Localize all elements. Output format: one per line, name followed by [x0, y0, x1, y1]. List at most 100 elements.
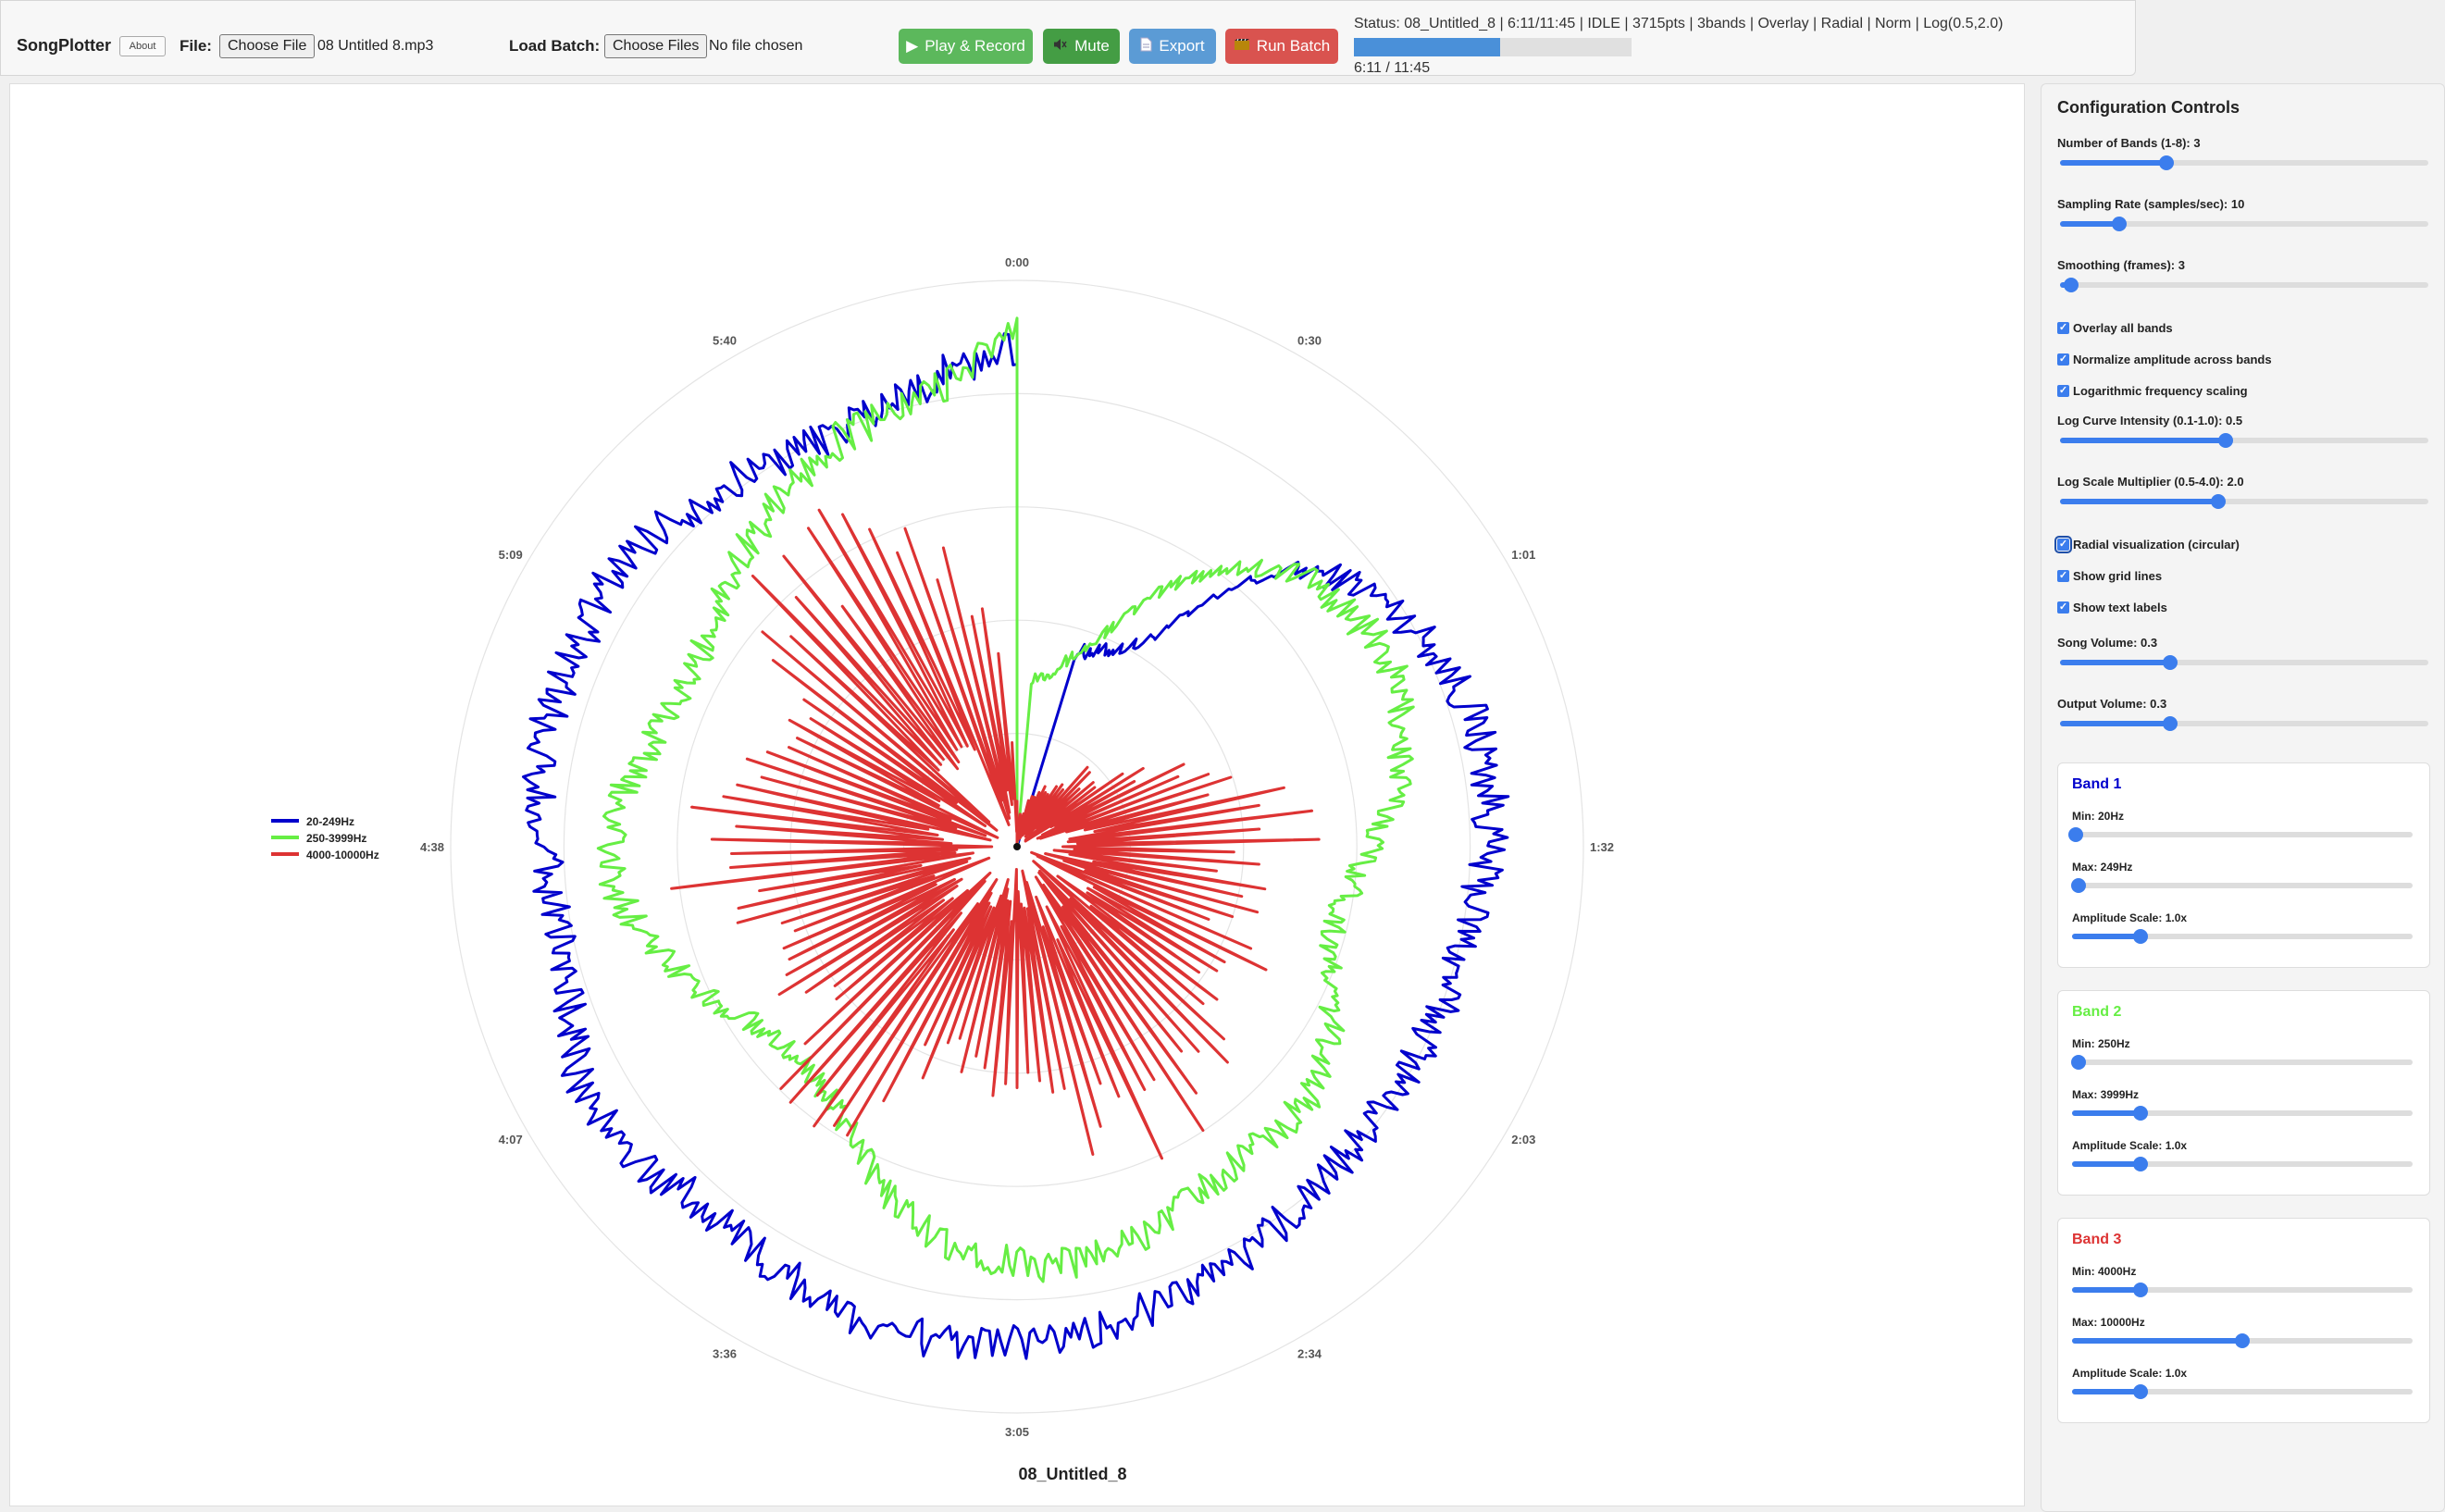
band-slider-label: Min: 250Hz — [2072, 1037, 2130, 1050]
band-slider[interactable] — [2067, 827, 2413, 842]
angle-label: 2:03 — [1511, 1133, 1535, 1146]
band-slider-label: Amplitude Scale: 1.0x — [2072, 911, 2188, 924]
config-slider[interactable] — [2060, 217, 2428, 231]
angle-label: 4:38 — [420, 840, 444, 854]
speaker-icon — [1053, 37, 1068, 56]
slider-thumb[interactable] — [2163, 716, 2178, 731]
checkbox-label: Show text labels — [2073, 601, 2167, 614]
band-slider-label: Amplitude Scale: 1.0x — [2072, 1139, 2188, 1152]
run-batch-label: Run Batch — [1256, 37, 1331, 55]
checkbox-row[interactable]: ✓ Overlay all bands — [2057, 321, 2173, 335]
progress-bar — [1354, 38, 1632, 56]
slider-thumb[interactable] — [2159, 155, 2175, 170]
config-slider[interactable] — [2060, 716, 2428, 731]
slider-label: Output Volume: 0.3 — [2057, 697, 2167, 711]
slider-thumb[interactable] — [2132, 1157, 2148, 1171]
series-line — [596, 316, 1415, 1283]
checkbox-row[interactable]: ✓ Logarithmic frequency scaling — [2057, 384, 2248, 398]
series-line — [522, 332, 1510, 1360]
status-text: Status: 08_Untitled_8 | 6:11/11:45 | IDL… — [1354, 16, 2004, 31]
band-slider[interactable] — [2072, 1283, 2413, 1297]
file-name: 08 Untitled 8.mp3 — [317, 38, 434, 54]
slider-fill — [2072, 1389, 2141, 1394]
angle-label: 5:40 — [713, 334, 737, 348]
band-slider-label: Amplitude Scale: 1.0x — [2072, 1367, 2188, 1380]
slider-label: Number of Bands (1-8): 3 — [2057, 136, 2201, 150]
slider-fill — [2060, 660, 2171, 665]
config-slider[interactable] — [2060, 433, 2428, 448]
band-card: Band 3 Min: 4000Hz Max: 10000Hz Amplitude S… — [2057, 1218, 2430, 1423]
about-button[interactable]: About — [119, 36, 166, 56]
slider-thumb[interactable] — [2235, 1333, 2250, 1348]
checkbox[interactable]: ✓ — [2057, 601, 2069, 613]
slider-thumb[interactable] — [2063, 278, 2079, 292]
slider-thumb[interactable] — [2132, 1283, 2148, 1297]
play-record-button[interactable]: ▶ Play & Record — [899, 29, 1033, 64]
slider-thumb[interactable] — [2163, 655, 2178, 670]
center-dot — [1013, 843, 1021, 850]
angle-labels: 0:00 0:30 1:01 1:32 2:03 2:34 3:05 3:36 4:07 4:38… — [420, 255, 1614, 1439]
slider-thumb[interactable] — [2067, 827, 2083, 842]
band-slider-label: Max: 249Hz — [2072, 861, 2133, 874]
play-record-label: Play & Record — [925, 37, 1025, 55]
export-button[interactable]: Export — [1129, 29, 1216, 64]
choose-file-button[interactable]: Choose File — [219, 34, 316, 58]
config-slider[interactable] — [2060, 655, 2428, 670]
angle-label: 3:36 — [713, 1346, 737, 1360]
band-slider-label: Min: 20Hz — [2072, 810, 2125, 823]
band-slider[interactable] — [2072, 1157, 2413, 1171]
choose-batch-files-button[interactable]: Choose Files — [604, 34, 708, 58]
slider-thumb[interactable] — [2132, 929, 2148, 944]
band-title: Band 3 — [2072, 1232, 2122, 1247]
slider-thumb[interactable] — [2218, 433, 2234, 448]
slider-thumb[interactable] — [2211, 494, 2227, 509]
series-line — [670, 508, 1321, 1160]
slider-thumb[interactable] — [2132, 1106, 2148, 1121]
checkbox[interactable]: ✓ — [2057, 385, 2069, 397]
band-slider[interactable] — [2072, 929, 2413, 944]
checkbox[interactable]: ✓ — [2054, 536, 2072, 553]
chart-title: 08_Untitled_8 — [1018, 1465, 1126, 1483]
play-icon: ▶ — [906, 37, 919, 55]
slider-fill — [2072, 1110, 2141, 1116]
config-slider[interactable] — [2060, 155, 2428, 170]
band-slider[interactable] — [2072, 1333, 2413, 1348]
checkbox-row[interactable]: ✓ Normalize amplitude across bands — [2057, 353, 2272, 366]
batch-label: Load Batch: — [509, 37, 601, 55]
config-panel: Configuration Controls Number of Bands (… — [2041, 83, 2445, 1512]
app-title: SongPlotter — [17, 36, 111, 55]
slider-label: Song Volume: 0.3 — [2057, 636, 2158, 650]
slider-thumb[interactable] — [2132, 1384, 2148, 1399]
checkbox[interactable]: ✓ — [2057, 570, 2069, 582]
progress-fill — [1354, 38, 1501, 56]
legend-label: 20-249Hz — [306, 815, 354, 828]
slider-thumb[interactable] — [2071, 1055, 2087, 1070]
band-slider[interactable] — [2071, 1055, 2413, 1070]
slider-label: Log Scale Multiplier (0.5-4.0): 2.0 — [2057, 475, 2244, 489]
band-slider[interactable] — [2072, 1106, 2413, 1121]
checkbox-label: Show grid lines — [2073, 569, 2163, 583]
series-group — [522, 316, 1510, 1360]
run-batch-button[interactable]: Run Batch — [1225, 29, 1338, 64]
config-slider[interactable] — [2060, 278, 2428, 292]
checkbox-row[interactable]: ✓ Show text labels — [2057, 601, 2167, 614]
band-slider[interactable] — [2071, 878, 2413, 893]
document-icon — [1140, 37, 1152, 56]
angle-label: 3:05 — [1005, 1425, 1029, 1439]
legend-label: 250-3999Hz — [306, 832, 366, 845]
mute-button[interactable]: Mute — [1043, 29, 1120, 64]
angle-label: 0:00 — [1005, 255, 1029, 269]
checkbox-label: Radial visualization (circular) — [2073, 538, 2240, 552]
band-slider-label: Max: 3999Hz — [2072, 1088, 2140, 1101]
slider-thumb[interactable] — [2111, 217, 2127, 231]
config-slider[interactable] — [2060, 494, 2428, 509]
checkbox[interactable]: ✓ — [2057, 322, 2069, 334]
band-title: Band 2 — [2072, 1004, 2122, 1020]
slider-thumb[interactable] — [2071, 878, 2087, 893]
export-label: Export — [1159, 37, 1205, 55]
checkbox[interactable]: ✓ — [2057, 353, 2069, 366]
checkbox-row[interactable]: ✓ Show grid lines — [2057, 569, 2162, 583]
slider-label: Log Curve Intensity (0.1-1.0): 0.5 — [2057, 414, 2243, 428]
band-slider[interactable] — [2072, 1384, 2413, 1399]
checkbox-row[interactable]: ✓ Radial visualization (circular) — [2054, 536, 2240, 553]
